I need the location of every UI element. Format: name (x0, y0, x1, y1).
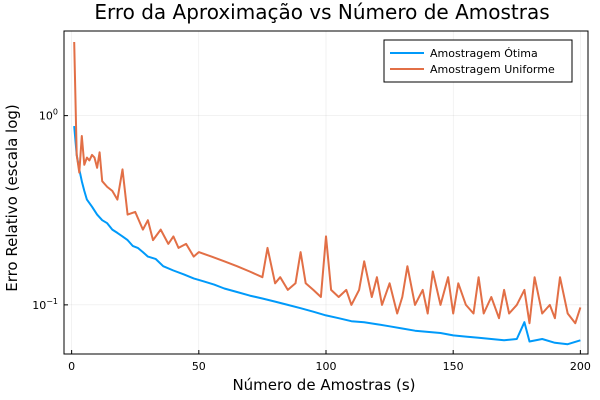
y-axis-label: Erro Relativo (escala log) (3, 104, 21, 292)
x-tick-label: 100 (316, 360, 337, 373)
x-tick-label: 200 (570, 360, 591, 373)
y-tick-label: 100 (39, 108, 58, 123)
legend: Amostragem Ótima Amostragem Uniforme (383, 39, 573, 83)
axes (63, 30, 589, 355)
y-tick-label: 10−1 (32, 297, 58, 312)
legend-label-1: Amostragem Ótima (430, 47, 538, 60)
tick-labels: 0 50 100 150 200 10−1 100 (32, 108, 591, 373)
x-tick-label: 0 (68, 360, 75, 373)
x-axis-label: Número de Amostras (s) (232, 376, 415, 394)
x-tick-label: 150 (443, 360, 464, 373)
series-line-2 (73, 41, 582, 325)
x-tick-label: 50 (192, 360, 206, 373)
series-lines (73, 41, 582, 346)
series-line-1 (73, 126, 581, 346)
legend-box (383, 39, 573, 83)
chart-title: Erro da Aproximação vs Número de Amostra… (94, 0, 549, 24)
legend-label-2: Amostragem Uniforme (430, 63, 555, 76)
